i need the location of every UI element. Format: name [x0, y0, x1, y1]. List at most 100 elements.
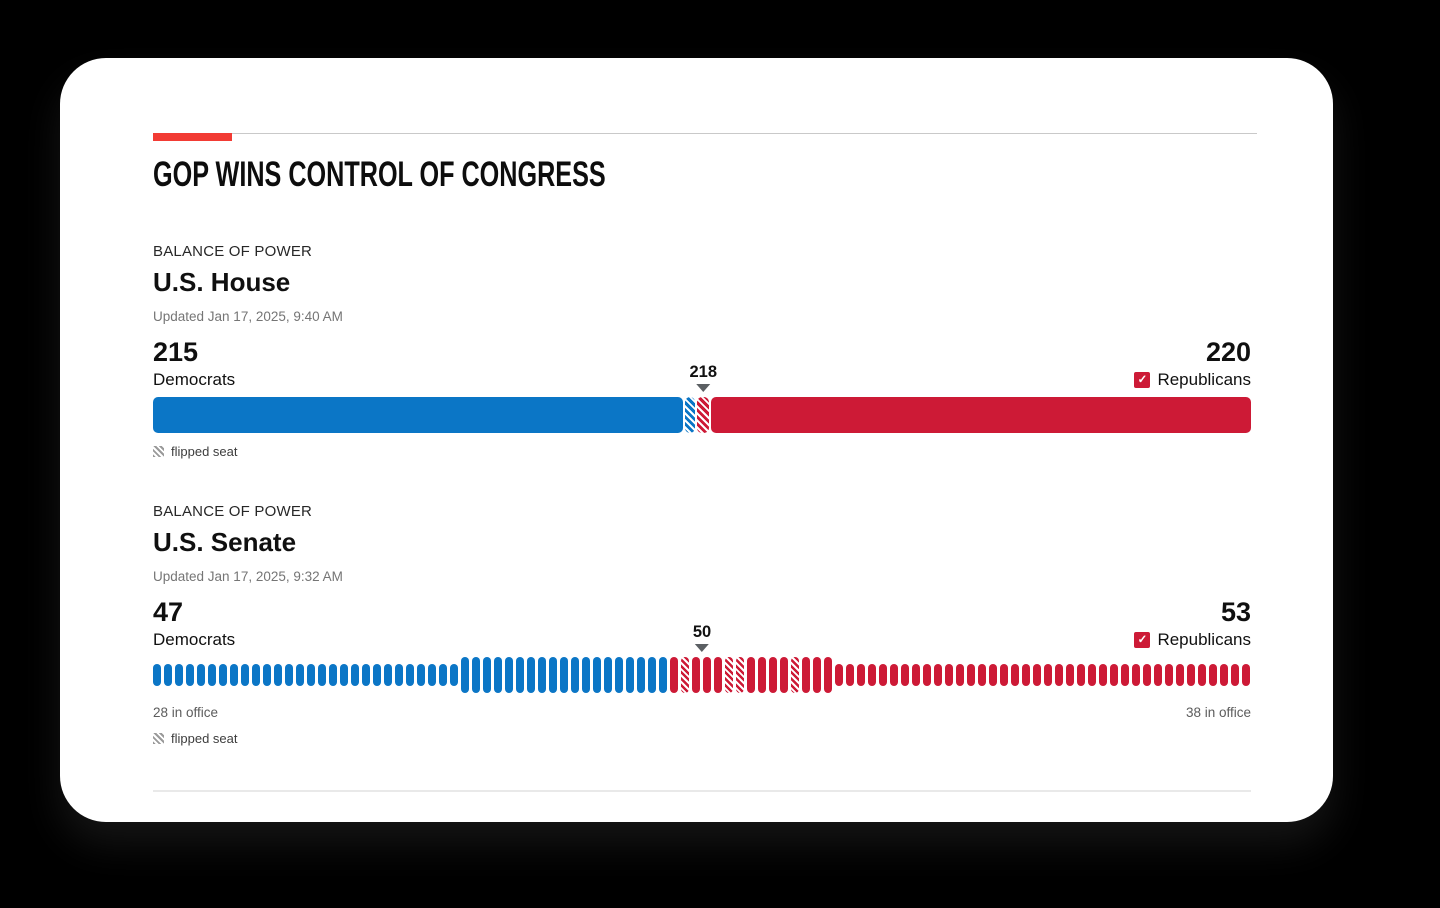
senate-seat	[1209, 664, 1217, 686]
senate-seat	[824, 657, 832, 693]
senate-seat	[1154, 664, 1162, 686]
senate-seat	[1022, 664, 1030, 686]
senate-seat	[362, 664, 370, 686]
senate-bar-wrap: 50	[153, 623, 1251, 693]
senate-seat	[1088, 664, 1096, 686]
senate-seat	[791, 657, 799, 693]
senate-seat	[384, 664, 392, 686]
top-divider	[232, 133, 1257, 134]
senate-seat	[1066, 664, 1074, 686]
senate-seat	[868, 664, 876, 686]
senate-seat	[934, 664, 942, 686]
senate-seat	[494, 657, 502, 693]
senate-seat	[1220, 664, 1228, 686]
senate-dem-count: 47	[153, 597, 184, 627]
senate-republicans-block: 53 ✓ Republicans	[1134, 599, 1251, 650]
senate-rep-in-office: 38 in office	[1185, 705, 1251, 720]
senate-seat	[780, 657, 788, 693]
senate-seat	[428, 664, 436, 686]
senate-seat	[516, 657, 524, 693]
triangle-down-icon	[696, 384, 711, 392]
senate-seat	[615, 657, 623, 693]
senate-seat	[604, 657, 612, 693]
senate-seat	[835, 664, 843, 686]
senate-seat	[659, 657, 667, 693]
senate-seat	[989, 664, 997, 686]
senate-seat	[1143, 664, 1151, 686]
senate-seat	[329, 664, 337, 686]
senate-seat	[967, 664, 975, 686]
senate-rep-count: 53	[1220, 597, 1251, 627]
senate-seat	[1121, 664, 1129, 686]
house-rep-label-row: ✓ Republicans	[1134, 370, 1251, 390]
bottom-divider	[153, 790, 1251, 792]
senate-seat	[1242, 664, 1250, 686]
senate-seat	[208, 664, 216, 686]
checkmark-icon: ✓	[1134, 372, 1151, 389]
card-content: GOP WINS CONTROL OF CONGRESS BALANCE OF …	[153, 133, 1257, 792]
senate-seat	[923, 664, 931, 686]
senate-seat	[725, 657, 733, 693]
senate-seat	[406, 664, 414, 686]
triangle-down-icon	[694, 644, 709, 652]
senate-seat	[593, 657, 601, 693]
house-bar-segment	[696, 397, 710, 433]
senate-seat	[681, 657, 689, 693]
senate-seat	[1132, 664, 1140, 686]
house-dem-label: Democrats	[153, 370, 236, 389]
senate-seat	[230, 664, 238, 686]
senate-numbers-row: 47 Democrats 53 ✓ Republicans	[153, 597, 1251, 650]
senate-seat	[461, 657, 469, 693]
senate-bar	[153, 657, 1251, 693]
senate-seat	[483, 657, 491, 693]
senate-seat	[736, 657, 744, 693]
senate-seat	[1165, 664, 1173, 686]
senate-seat	[1099, 664, 1107, 686]
senate-seat	[714, 657, 722, 693]
senate-seat	[747, 657, 755, 693]
senate-seat	[901, 664, 909, 686]
senate-seat	[637, 657, 645, 693]
house-bar-segment	[711, 397, 1251, 433]
house-title: U.S. House	[153, 267, 291, 297]
senate-seat	[1000, 664, 1008, 686]
senate-seat	[879, 664, 887, 686]
house-flipped-legend-label: flipped seat	[171, 444, 238, 459]
senate-seat	[802, 657, 810, 693]
senate-seat	[505, 657, 513, 693]
senate-seat	[912, 664, 920, 686]
red-accent-bar	[153, 133, 232, 141]
senate-seat	[395, 664, 403, 686]
house-republicans-block: 220 ✓ Republicans	[1134, 339, 1251, 390]
house-updated-timestamp: Updated Jan 17, 2025, 9:40 AM	[153, 309, 343, 324]
senate-seat	[1044, 664, 1052, 686]
checkmark-icon: ✓	[1134, 632, 1151, 649]
senate-seat	[285, 664, 293, 686]
senate-seat	[472, 657, 480, 693]
senate-seat	[703, 657, 711, 693]
senate-seat	[373, 664, 381, 686]
senate-majority-value: 50	[692, 622, 712, 641]
senate-seat	[648, 657, 656, 693]
senate-seat	[1187, 664, 1195, 686]
senate-seat	[1033, 664, 1041, 686]
senate-seat	[978, 664, 986, 686]
senate-seat	[450, 664, 458, 686]
results-card: GOP WINS CONTROL OF CONGRESS BALANCE OF …	[60, 58, 1333, 822]
house-bar-segment	[153, 397, 683, 433]
senate-seat	[538, 657, 546, 693]
house-numbers-row: 215 Democrats 220 ✓ Republicans	[153, 339, 1251, 390]
senate-seat	[890, 664, 898, 686]
senate-dem-label: Democrats	[153, 630, 236, 649]
senate-seat	[439, 664, 447, 686]
senate-seat	[219, 664, 227, 686]
house-bar-wrap: 218	[153, 363, 1251, 433]
senate-seat	[758, 657, 766, 693]
senate-seat	[417, 664, 425, 686]
hatched-swatch-icon	[153, 446, 164, 457]
house-flipped-legend: flipped seat	[153, 444, 1251, 459]
senate-seat	[549, 657, 557, 693]
majority-marker: 50	[692, 622, 712, 652]
senate-seat	[626, 657, 634, 693]
senate-seat	[241, 664, 249, 686]
